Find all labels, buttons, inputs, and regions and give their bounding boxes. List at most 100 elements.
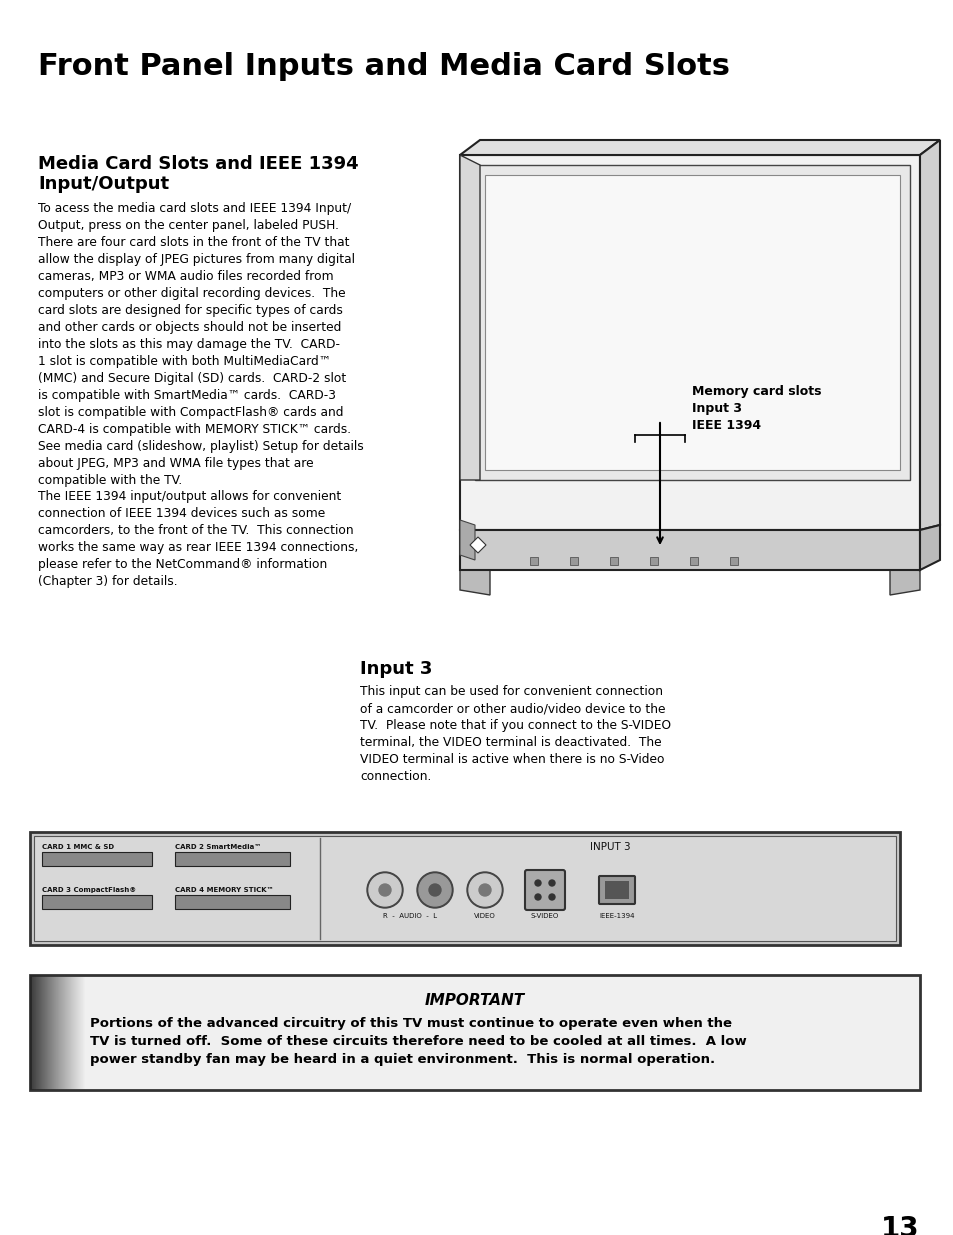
Bar — [609, 557, 618, 564]
Bar — [54, 974, 55, 1091]
Bar — [649, 557, 658, 564]
Circle shape — [478, 884, 491, 897]
Bar — [34, 836, 895, 941]
Bar — [60, 974, 61, 1091]
Bar — [46, 974, 47, 1091]
Bar — [45, 974, 46, 1091]
Text: CARD 1 MMC & SD: CARD 1 MMC & SD — [42, 844, 114, 850]
Bar — [30, 832, 899, 945]
Bar — [55, 974, 56, 1091]
Bar — [68, 974, 69, 1091]
Circle shape — [469, 874, 500, 906]
Circle shape — [467, 872, 502, 908]
Bar — [37, 974, 38, 1091]
Bar — [62, 974, 63, 1091]
Circle shape — [548, 894, 555, 900]
Bar — [47, 974, 48, 1091]
FancyBboxPatch shape — [524, 869, 564, 910]
Polygon shape — [919, 140, 939, 530]
Bar — [71, 974, 73, 1091]
Bar — [32, 974, 33, 1091]
Text: CARD 2 SmartMedia™: CARD 2 SmartMedia™ — [174, 844, 261, 850]
Text: VIDEO: VIDEO — [474, 913, 496, 919]
Circle shape — [429, 884, 440, 897]
Polygon shape — [470, 537, 485, 553]
Bar — [42, 974, 43, 1091]
Text: Input 3: Input 3 — [359, 659, 432, 678]
Text: Memory card slots
Input 3
IEEE 1394: Memory card slots Input 3 IEEE 1394 — [691, 385, 821, 432]
Bar — [30, 974, 919, 1091]
Text: Input/Output: Input/Output — [38, 175, 169, 193]
Bar — [64, 974, 65, 1091]
Text: S-VIDEO: S-VIDEO — [530, 913, 558, 919]
Polygon shape — [459, 140, 939, 156]
Bar — [41, 974, 42, 1091]
Bar — [30, 974, 32, 1091]
Polygon shape — [459, 156, 919, 530]
Bar — [69, 974, 70, 1091]
Bar — [81, 974, 82, 1091]
Bar — [49, 974, 50, 1091]
Polygon shape — [459, 571, 490, 595]
Text: IEEE-1394: IEEE-1394 — [598, 913, 634, 919]
Bar — [53, 974, 54, 1091]
Bar — [56, 974, 57, 1091]
Bar — [35, 974, 36, 1091]
Bar — [63, 974, 64, 1091]
Polygon shape — [484, 175, 899, 471]
Bar — [42, 895, 152, 909]
Text: Portions of the advanced circuitry of this TV must continue to operate even when: Portions of the advanced circuitry of th… — [90, 1016, 746, 1066]
Polygon shape — [889, 571, 919, 595]
Text: Front Panel Inputs and Media Card Slots: Front Panel Inputs and Media Card Slots — [38, 52, 729, 82]
Bar — [74, 974, 75, 1091]
Polygon shape — [459, 156, 479, 480]
Bar — [44, 974, 45, 1091]
Bar — [174, 852, 290, 866]
Bar — [58, 974, 59, 1091]
Bar — [66, 974, 67, 1091]
Bar — [84, 974, 85, 1091]
Bar — [40, 974, 41, 1091]
Polygon shape — [459, 530, 919, 571]
Text: To acess the media card slots and IEEE 1394 Input/
Output, press on the center p: To acess the media card slots and IEEE 1… — [38, 203, 363, 487]
Text: 13: 13 — [881, 1215, 919, 1235]
Text: This input can be used for convenient connection
of a camcorder or other audio/v: This input can be used for convenient co… — [359, 685, 670, 783]
Bar — [83, 974, 84, 1091]
Bar — [78, 974, 79, 1091]
Text: Media Card Slots and IEEE 1394: Media Card Slots and IEEE 1394 — [38, 156, 358, 173]
Bar — [57, 974, 58, 1091]
Text: R  -  AUDIO  -  L: R - AUDIO - L — [382, 913, 436, 919]
Bar — [729, 557, 738, 564]
Bar — [689, 557, 698, 564]
Bar — [65, 974, 66, 1091]
Bar — [59, 974, 60, 1091]
Bar — [51, 974, 52, 1091]
Bar — [530, 557, 537, 564]
Circle shape — [535, 881, 540, 885]
Bar — [33, 974, 34, 1091]
Polygon shape — [919, 525, 939, 571]
Circle shape — [535, 894, 540, 900]
Bar — [43, 974, 44, 1091]
Bar — [48, 974, 49, 1091]
Circle shape — [378, 884, 391, 897]
Text: INPUT 3: INPUT 3 — [589, 842, 630, 852]
Bar — [70, 974, 71, 1091]
Bar — [52, 974, 53, 1091]
Circle shape — [416, 872, 453, 908]
Bar — [174, 895, 290, 909]
Text: CARD 4 MEMORY STICK™: CARD 4 MEMORY STICK™ — [174, 887, 274, 893]
Text: IMPORTANT: IMPORTANT — [424, 993, 524, 1008]
Circle shape — [548, 881, 555, 885]
Circle shape — [418, 874, 451, 906]
Polygon shape — [459, 520, 475, 559]
FancyBboxPatch shape — [598, 876, 635, 904]
Polygon shape — [475, 165, 909, 480]
Bar — [38, 974, 39, 1091]
Bar — [42, 852, 152, 866]
Bar — [82, 974, 83, 1091]
Bar — [79, 974, 80, 1091]
Bar — [36, 974, 37, 1091]
Bar — [73, 974, 74, 1091]
Circle shape — [367, 872, 402, 908]
